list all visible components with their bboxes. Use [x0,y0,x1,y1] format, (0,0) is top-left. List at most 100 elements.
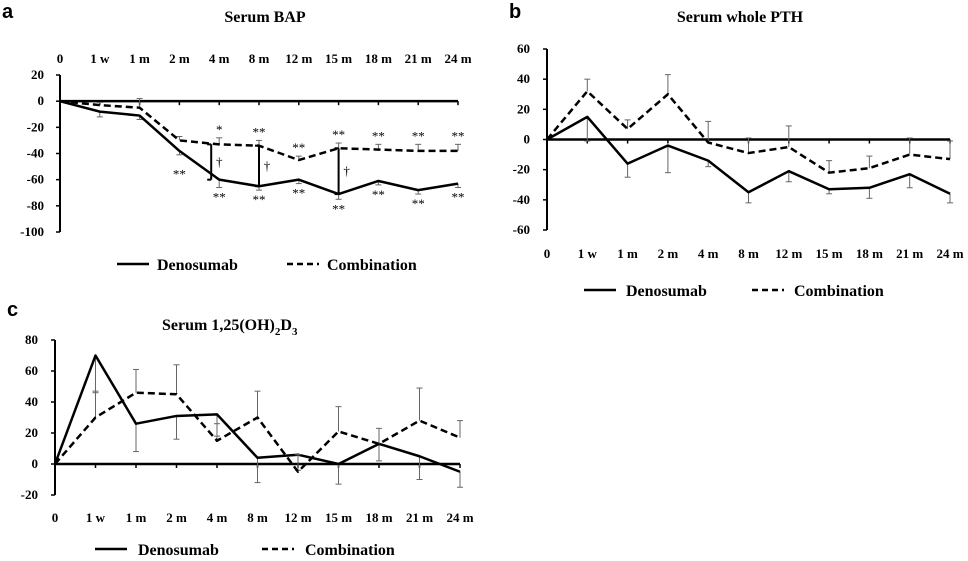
y-tick-label: 20 [25,425,38,440]
significance-mark-denosumab: ** [332,201,345,216]
significance-mark-denosumab: ** [412,196,425,211]
x-tick-label: 21 m [406,510,433,525]
x-tick-label: 1 m [129,51,150,66]
series-line-denosumab [546,115,951,195]
panel-b-plot: 60 40 20 0 -20 -40 -60 0 1 w 1 m 2 m 4 m 8 m 12 m 15 m… [513,41,964,261]
panel-b-serum-whole-pth: b Serum whole PTH 60 40 20 0 -20 -40 -60 0 1 w 1 … [509,1,964,300]
y-tick-label: 0 [38,93,45,108]
x-tick-label: 2 m [166,510,187,525]
x-tick-label: 2 m [169,51,190,66]
x-tick-label: 24 m [936,246,963,261]
legend-denosumab-label: Denosumab [138,542,219,559]
legend-denosumab-label: Denosumab [157,257,238,274]
legend-combination-label: Combination [794,283,884,300]
x-tick-label: 8 m [249,51,270,66]
series-line-combination [546,89,951,174]
panel-a-legend: Denosumab Combination [117,257,417,274]
x-tick-label: 15 m [325,51,352,66]
significance-mark-denosumab: ** [452,190,465,205]
y-tick-label: -20 [513,162,530,177]
x-tick-label: 24 m [446,510,473,525]
significance-mark-denosumab: ** [173,166,186,181]
significance-mark-denosumab: ** [213,190,226,205]
y-tick-label: 0 [32,456,39,471]
x-tick-label: 15 m [325,510,352,525]
y-tick-label: 20 [31,67,44,82]
x-tick-label: 8 m [738,246,759,261]
y-tick-label: -20 [27,119,44,134]
significance-mark-combination: ** [292,140,305,155]
panel-c-title: Serum 1,25(OH)2D3 [162,317,298,338]
significance-mark-combination: ** [253,124,266,139]
y-tick-label: -60 [513,222,530,237]
panel-c-serum-vitamin-d: c Serum 1,25(OH)2D3 80 60 40 20 0 -20 0 1 w 1 m 2… [7,299,474,559]
legend-denosumab-label: Denosumab [626,283,707,300]
y-tick-label: 0 [524,132,531,147]
legend-combination-label: Combination [327,257,417,274]
panel-b-letter: b [509,1,521,23]
panel-c-legend: Denosumab Combination [95,542,395,559]
panel-a-title: Serum BAP [224,9,306,26]
significance-mark-denosumab: ** [253,192,266,207]
x-tick-label: 1 w [578,246,598,261]
x-tick-label: 21 m [405,51,432,66]
x-tick-label: 18 m [856,246,883,261]
dagger-mark: † [264,158,271,173]
x-tick-label: 8 m [247,510,268,525]
significance-mark-combination: ** [412,128,425,143]
x-tick-label: 4 m [698,246,719,261]
y-tick-label: -20 [21,487,38,502]
x-tick-label: 15 m [816,246,843,261]
panel-a-serum-bap: a Serum BAP 20 0 -20 -40 -60 -80 -100 0 1 w 1 m 2 … [2,1,472,274]
panel-c-title-sub2: 3 [292,326,298,338]
series-combination [546,74,953,174]
y-tick-label: -40 [27,146,44,161]
panel-a-plot: 20 0 -20 -40 -60 -80 -100 0 1 w 1 m 2 m 4 m 8 m 12 m 1… [20,51,472,239]
dagger-mark: † [343,163,350,178]
y-tick-label: -100 [20,224,44,239]
legend-combination-label: Combination [305,542,395,559]
panel-c-title-mid: D [280,317,292,334]
significance-mark-combination: * [216,122,223,137]
significance-mark-denosumab: ** [292,186,305,201]
series-denosumab [53,354,463,488]
panel-c-title-sub1: 2 [275,326,281,338]
y-tick-label: 60 [517,41,530,56]
x-tick-label: 4 m [207,510,228,525]
x-tick-label: 1 w [86,510,106,525]
dagger-mark: † [216,154,223,169]
x-tick-label: 0 [52,510,59,525]
y-tick-label: 80 [25,332,38,347]
panel-a-letter: a [2,1,14,23]
x-tick-label: 0 [544,246,551,261]
panel-b-legend: Denosumab Combination [584,283,884,300]
panel-b-title: Serum whole PTH [677,9,804,26]
x-tick-label: 1 m [126,510,147,525]
x-tick-label: 18 m [365,51,392,66]
x-tick-label: 18 m [365,510,392,525]
x-tick-label: 12 m [285,51,312,66]
y-tick-label: 20 [517,101,530,116]
x-tick-label: 1 m [617,246,638,261]
significance-mark-combination: ** [332,127,345,142]
x-tick-label: 24 m [444,51,471,66]
significance-mark-combination: ** [372,128,385,143]
panel-c-plot: 80 60 40 20 0 -20 0 1 w 1 m 2 m 4 m 8 m 12 m 15 m 18 m… [21,332,474,525]
panel-c-letter: c [7,299,18,321]
significance-mark-denosumab: ** [372,187,385,202]
series-denosumab [546,115,953,204]
y-tick-label: 60 [25,363,38,378]
x-tick-label: 2 m [658,246,679,261]
x-tick-label: 21 m [896,246,923,261]
x-tick-label: 1 w [90,51,110,66]
panel-c-title-main: Serum 1,25(OH) [162,317,275,334]
x-tick-label: 0 [57,51,64,66]
y-tick-label: -40 [513,192,530,207]
significance-mark-combination: ** [452,128,465,143]
x-tick-label: 12 m [284,510,311,525]
series-combination [54,364,463,473]
y-tick-label: 40 [517,71,530,86]
x-tick-label: 12 m [775,246,802,261]
y-tick-label: -60 [27,172,44,187]
